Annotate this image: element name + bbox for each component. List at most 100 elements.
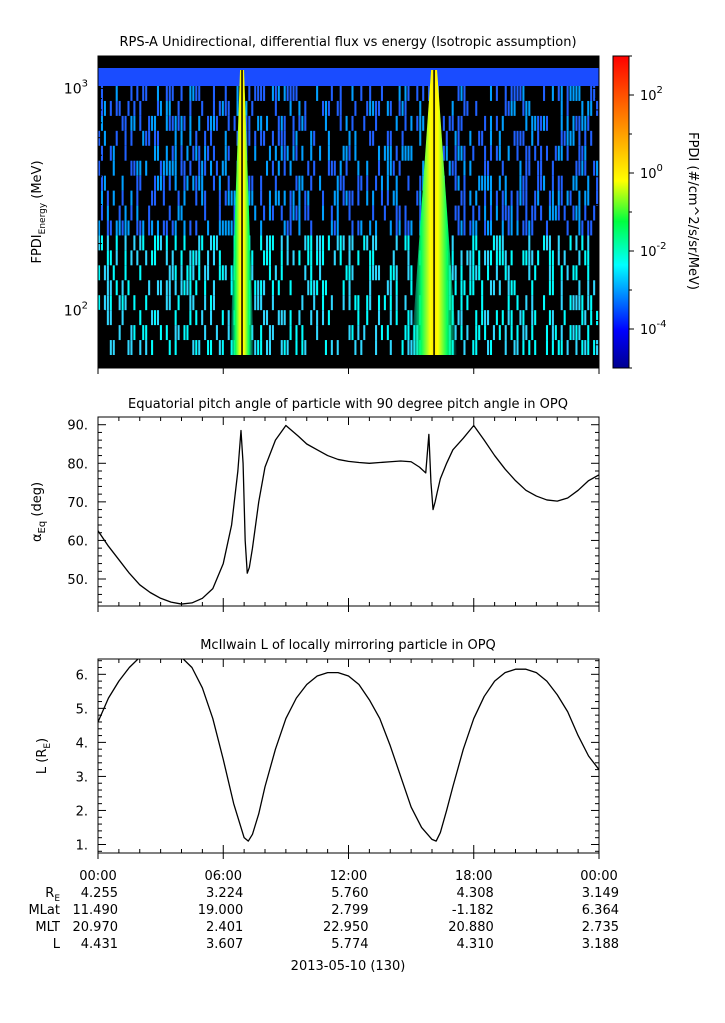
noise-cell	[180, 130, 183, 146]
noise-cell	[221, 160, 224, 176]
panel2-axes: 50. 60. 70. 80. 90.	[67, 416, 600, 612]
noise-cell	[528, 145, 531, 161]
noise-cell	[212, 250, 215, 266]
noise-cell	[422, 86, 425, 101]
noise-cell	[339, 250, 342, 266]
noise-cell	[492, 325, 495, 341]
noise-cell	[534, 265, 537, 281]
noise-cell	[484, 310, 487, 326]
noise-cell	[186, 280, 189, 296]
noise-cell	[596, 175, 599, 191]
panel3-ylabel-sub: E	[43, 743, 53, 749]
noise-cell	[100, 115, 104, 131]
noise-cell	[375, 100, 378, 116]
noise-cell	[522, 250, 525, 266]
noise-cell	[98, 235, 101, 251]
noise-cell	[489, 340, 493, 355]
noise-cell	[251, 190, 254, 206]
panel3-ylabel: L (RE)	[35, 738, 53, 774]
noise-cell	[186, 325, 189, 341]
noise-cell	[404, 86, 407, 101]
noise-cell	[528, 220, 531, 236]
noise-cell	[139, 340, 142, 355]
noise-cell	[484, 145, 487, 161]
panel3-ytick-label: 4.	[76, 736, 88, 751]
pitch-angle-series	[98, 424, 599, 605]
noise-cell	[245, 100, 248, 116]
noise-cell	[298, 205, 301, 221]
time-axis-labels: 00:00 06:00 12:00 18:00 00:00	[79, 869, 617, 884]
noise-cell	[201, 190, 204, 206]
noise-cell	[475, 235, 478, 251]
noise-cell	[519, 190, 522, 206]
noise-cell	[560, 280, 563, 296]
noise-cell	[504, 205, 507, 221]
noise-cell	[525, 100, 528, 116]
noise-cell	[301, 115, 304, 131]
noise-cell	[260, 220, 263, 236]
noise-cell	[127, 280, 130, 296]
noise-cell	[224, 220, 227, 236]
noise-cell	[189, 160, 192, 176]
noise-cell	[422, 160, 425, 176]
noise-cell	[321, 100, 325, 116]
noise-cell	[410, 115, 413, 131]
noise-cell	[342, 280, 345, 296]
ephemeris-row-label: MLT	[35, 920, 60, 935]
noise-cell	[180, 280, 183, 296]
noise-cell	[254, 280, 257, 296]
noise-cell	[501, 310, 504, 326]
noise-cell	[156, 86, 159, 101]
noise-cell	[177, 325, 180, 341]
noise-cell	[295, 340, 298, 355]
noise-cell	[369, 295, 372, 311]
noise-cell	[348, 295, 351, 311]
noise-cell	[139, 310, 142, 326]
noise-cell	[451, 115, 454, 131]
noise-cell	[463, 190, 466, 206]
noise-cell	[454, 145, 457, 161]
colorbar-label: FPDI (#/cm^2/s/sr/MeV)	[685, 132, 700, 290]
colorbar-tick-label: 10-4	[640, 319, 667, 338]
noise-cell	[548, 280, 551, 296]
noise-cell	[484, 205, 487, 221]
panel2-ytick-label: 80.	[67, 457, 88, 472]
noise-cell	[280, 310, 283, 326]
noise-cell	[121, 115, 124, 131]
noise-cell	[112, 265, 115, 281]
noise-cell	[507, 205, 510, 221]
noise-cell	[366, 175, 369, 191]
noise-cell	[313, 295, 316, 311]
noise-cell	[357, 325, 360, 341]
noise-cell	[587, 340, 590, 355]
noise-cell	[410, 145, 413, 161]
noise-cell	[221, 310, 224, 326]
noise-cell	[280, 115, 283, 131]
noise-cell	[165, 100, 168, 116]
noise-cell	[498, 325, 501, 341]
noise-cell	[510, 190, 513, 206]
noise-cell	[204, 265, 207, 281]
noise-cell	[457, 115, 460, 131]
noise-cell	[519, 310, 522, 326]
noise-cell	[460, 310, 463, 326]
noise-cell	[478, 175, 481, 191]
noise-cell	[153, 190, 157, 206]
noise-cell	[395, 220, 398, 236]
noise-cell	[177, 205, 180, 221]
noise-cell	[174, 145, 177, 161]
noise-cell	[501, 160, 504, 176]
noise-cell	[280, 205, 283, 221]
noise-cell	[171, 220, 174, 236]
noise-cell	[127, 100, 130, 116]
noise-cell	[174, 235, 177, 251]
noise-cell	[560, 130, 563, 146]
noise-cell	[357, 190, 360, 206]
noise-cell	[504, 265, 507, 281]
noise-cell	[548, 250, 551, 266]
noise-cell	[590, 100, 593, 116]
noise-cell	[212, 86, 215, 101]
noise-cell	[525, 190, 528, 206]
noise-cell	[295, 325, 298, 341]
noise-cell	[369, 280, 372, 296]
